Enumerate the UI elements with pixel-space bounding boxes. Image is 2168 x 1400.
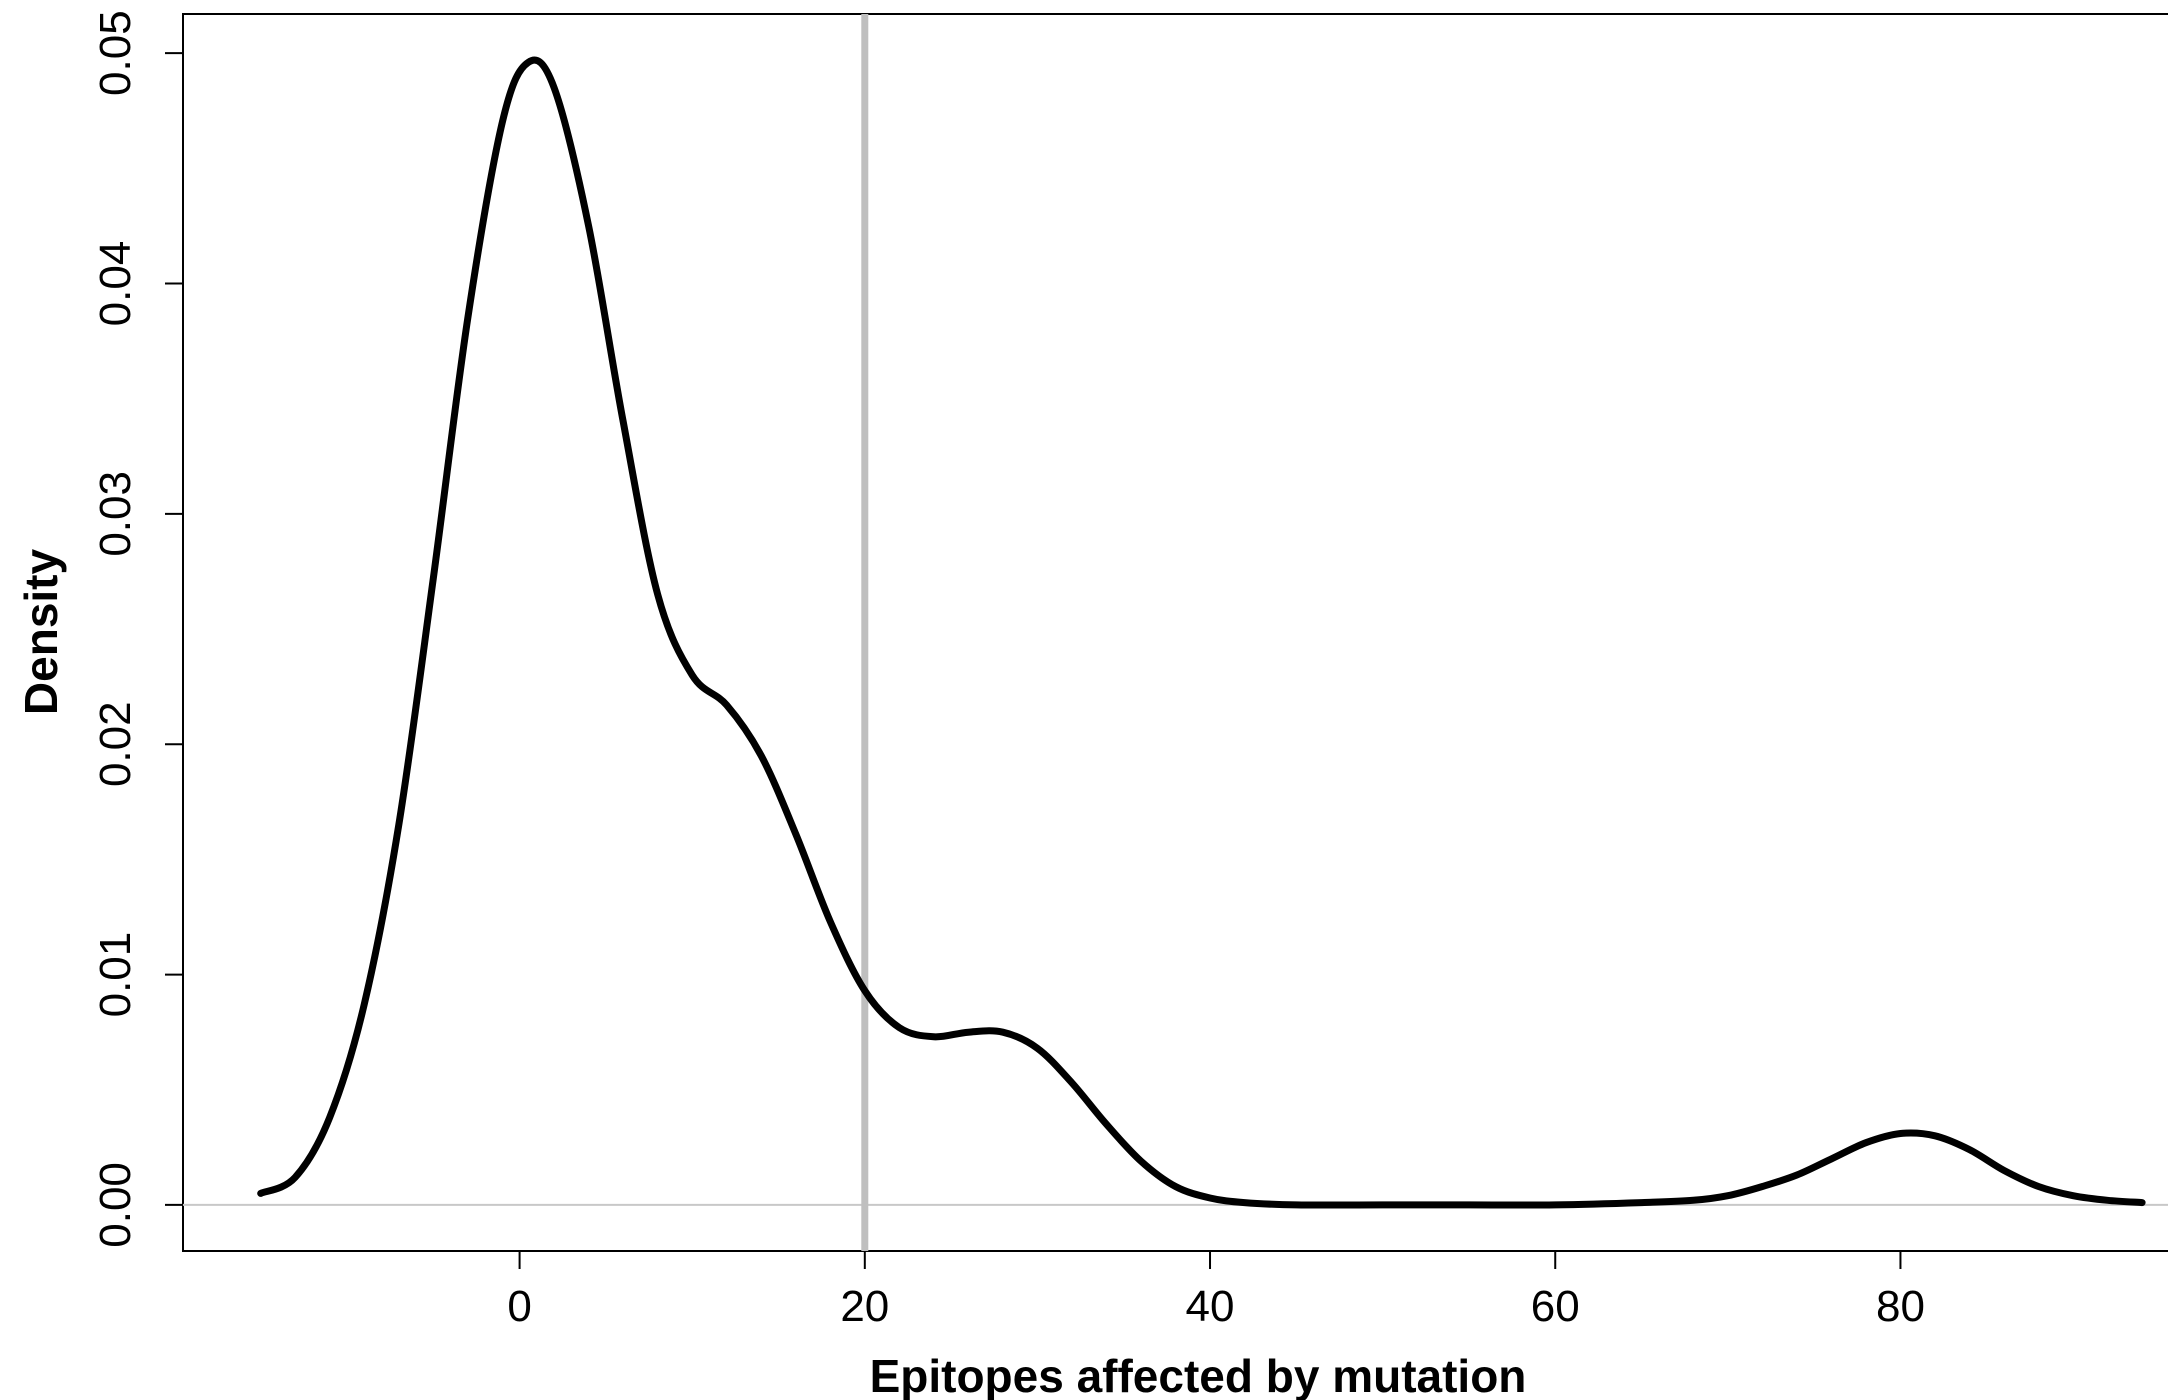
y-tick-label-0.00: 0.00 xyxy=(91,1162,140,1248)
y-tick-label-0.02: 0.02 xyxy=(91,701,140,787)
plot-area xyxy=(182,13,2168,1252)
x-tick-label-0: 0 xyxy=(507,1282,531,1331)
y-tick-label-0.04: 0.04 xyxy=(91,241,140,327)
x-axis: 0 20 40 60 80 xyxy=(507,1251,1925,1331)
y-tick-label-0.05: 0.05 xyxy=(91,10,140,96)
y-axis: 0.00 0.01 0.02 0.03 0.04 0.05 xyxy=(91,10,183,1248)
density-curve xyxy=(257,56,2146,1209)
x-tick-label-80: 80 xyxy=(1876,1282,1925,1331)
y-tick-label-0.01: 0.01 xyxy=(91,932,140,1018)
y-tick-label-0.03: 0.03 xyxy=(91,471,140,557)
y-axis-title: Density xyxy=(15,549,67,716)
x-tick-label-60: 60 xyxy=(1531,1282,1580,1331)
density-curve-layer xyxy=(257,56,2146,1209)
plot-frame xyxy=(182,13,2168,1252)
x-tick-label-40: 40 xyxy=(1186,1282,1235,1331)
x-axis-title: Epitopes affected by mutation xyxy=(870,1350,1527,1400)
x-tick-label-20: 20 xyxy=(840,1282,889,1331)
